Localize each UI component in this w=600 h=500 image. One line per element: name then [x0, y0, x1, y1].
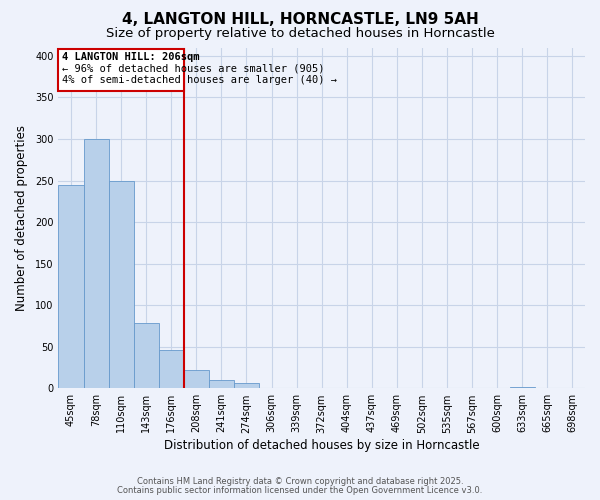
Bar [510, 386, 535, 388]
FancyBboxPatch shape [58, 49, 184, 90]
Text: ← 96% of detached houses are smaller (905): ← 96% of detached houses are smaller (90… [62, 64, 325, 74]
Text: 4 LANGTON HILL: 206sqm: 4 LANGTON HILL: 206sqm [62, 52, 200, 62]
Bar [134, 324, 159, 388]
Bar [234, 384, 259, 388]
Bar [159, 350, 184, 389]
Text: 4% of semi-detached houses are larger (40) →: 4% of semi-detached houses are larger (4… [62, 75, 337, 85]
Y-axis label: Number of detached properties: Number of detached properties [15, 125, 28, 311]
Text: Size of property relative to detached houses in Horncastle: Size of property relative to detached ho… [106, 28, 494, 40]
Bar [58, 184, 83, 388]
Bar [184, 370, 209, 388]
Text: Contains HM Land Registry data © Crown copyright and database right 2025.: Contains HM Land Registry data © Crown c… [137, 477, 463, 486]
Text: Contains public sector information licensed under the Open Government Licence v3: Contains public sector information licen… [118, 486, 482, 495]
Bar [109, 180, 134, 388]
X-axis label: Distribution of detached houses by size in Horncastle: Distribution of detached houses by size … [164, 440, 479, 452]
Bar [83, 139, 109, 388]
Bar [209, 380, 234, 388]
Text: 4, LANGTON HILL, HORNCASTLE, LN9 5AH: 4, LANGTON HILL, HORNCASTLE, LN9 5AH [122, 12, 478, 28]
